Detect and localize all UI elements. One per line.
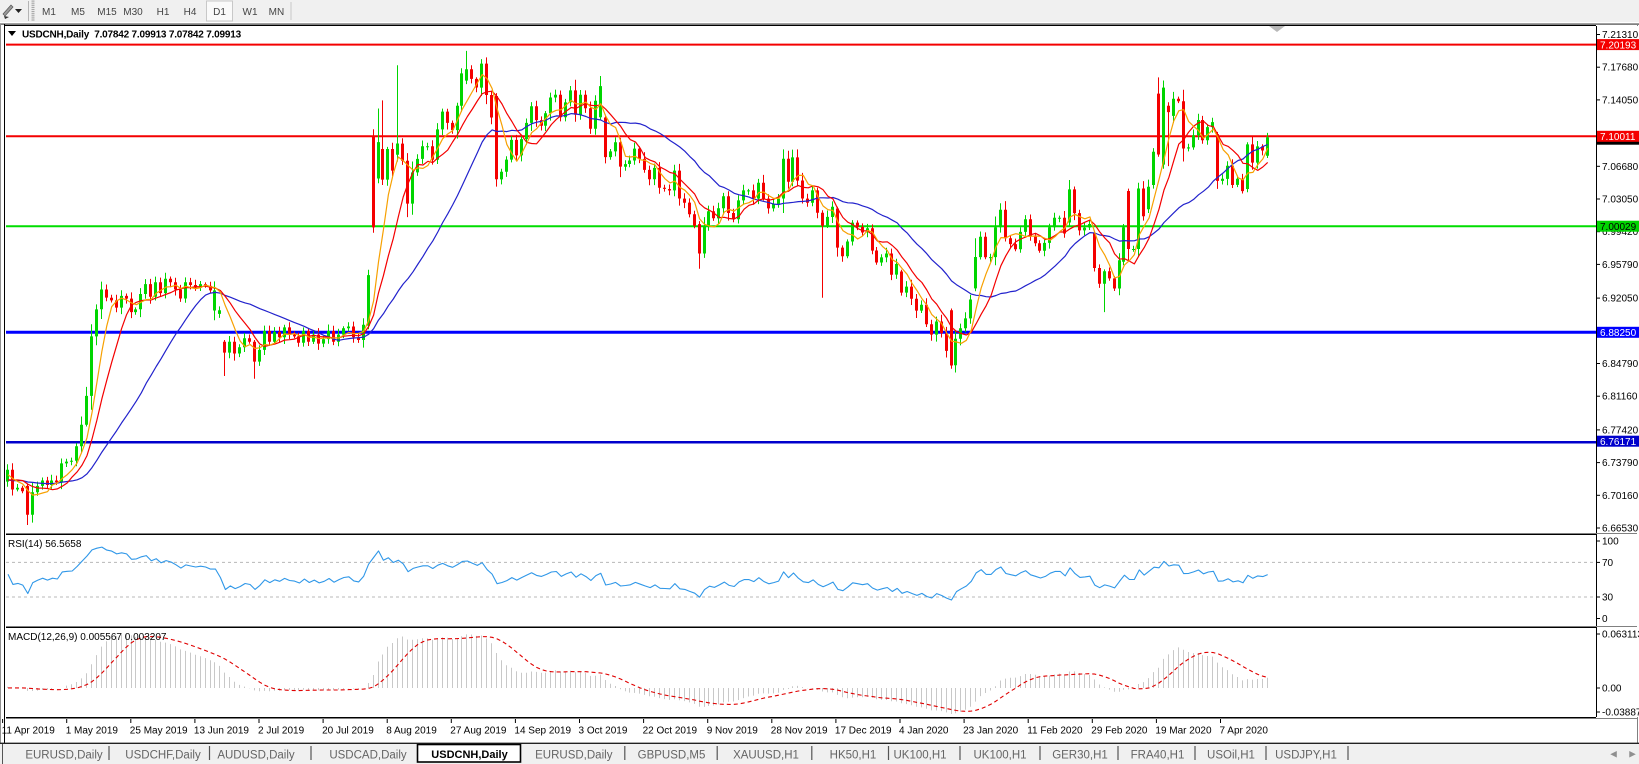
svg-text:13 Jun 2019: 13 Jun 2019	[194, 726, 249, 737]
svg-text:0.063113: 0.063113	[1602, 630, 1639, 641]
svg-text:7 Apr 2020: 7 Apr 2020	[1220, 726, 1269, 737]
svg-text:2 Jul 2019: 2 Jul 2019	[258, 726, 305, 737]
svg-text:7.03050: 7.03050	[1602, 195, 1639, 206]
svg-text:FRA40,H1: FRA40,H1	[1131, 750, 1185, 762]
svg-text:6.81160: 6.81160	[1602, 392, 1638, 403]
svg-text:-0.038872: -0.038872	[1602, 708, 1639, 719]
svg-text:7.20193: 7.20193	[1600, 40, 1637, 51]
svg-text:6.66530: 6.66530	[1602, 524, 1639, 535]
svg-text:4 Jan 2020: 4 Jan 2020	[899, 726, 949, 737]
svg-text:XAUUSD,H1: XAUUSD,H1	[733, 750, 799, 762]
svg-text:6.84790: 6.84790	[1602, 359, 1639, 370]
svg-text:MACD(12,26,9) 0.005567 0.00320: MACD(12,26,9) 0.005567 0.003207	[8, 632, 167, 643]
svg-text:USDCNH,Daily 7.07842 7.09913: USDCNH,Daily 7.07842 7.09913 7.07842 7.0…	[22, 30, 242, 41]
svg-text:GER30,H1: GER30,H1	[1052, 750, 1108, 762]
svg-text:14 Sep 2019: 14 Sep 2019	[514, 726, 571, 737]
svg-text:8 Aug 2019: 8 Aug 2019	[386, 726, 437, 737]
svg-text:19 Mar 2020: 19 Mar 2020	[1155, 726, 1212, 737]
svg-text:7.17680: 7.17680	[1602, 63, 1639, 74]
svg-text:6.76171: 6.76171	[1600, 437, 1637, 448]
svg-text:30: 30	[1602, 592, 1614, 603]
svg-text:UK100,H1: UK100,H1	[893, 750, 946, 762]
svg-text:22 Oct 2019: 22 Oct 2019	[643, 726, 698, 737]
svg-text:6.77420: 6.77420	[1602, 425, 1639, 436]
svg-text:UK100,H1: UK100,H1	[973, 750, 1026, 762]
svg-text:W1: W1	[243, 7, 258, 18]
svg-text:6.70160: 6.70160	[1602, 491, 1639, 502]
svg-text:D1: D1	[213, 7, 226, 18]
svg-text:11 Feb 2020: 11 Feb 2020	[1027, 726, 1083, 737]
svg-text:25 May 2019: 25 May 2019	[130, 726, 188, 737]
svg-text:GBPUSD,M5: GBPUSD,M5	[638, 750, 706, 762]
svg-text:0.00: 0.00	[1602, 684, 1622, 695]
svg-text:M30: M30	[123, 7, 143, 18]
svg-text:6.99420: 6.99420	[1602, 227, 1639, 238]
svg-text:3 Oct 2019: 3 Oct 2019	[579, 726, 628, 737]
svg-text:USDCHF,Daily: USDCHF,Daily	[125, 750, 201, 762]
svg-text:HK50,H1: HK50,H1	[830, 750, 877, 762]
svg-text:M5: M5	[71, 7, 85, 18]
svg-text:1 May 2019: 1 May 2019	[66, 726, 119, 737]
svg-text:70: 70	[1602, 558, 1614, 569]
svg-text:0: 0	[1602, 614, 1608, 625]
svg-text:◀: ◀	[1610, 749, 1617, 759]
svg-text:7.06680: 7.06680	[1602, 162, 1639, 173]
svg-text:7.21310: 7.21310	[1602, 30, 1639, 41]
svg-text:EURUSD,Daily: EURUSD,Daily	[535, 750, 613, 762]
svg-text:MN: MN	[269, 7, 285, 18]
svg-text:H4: H4	[184, 7, 197, 18]
svg-text:7.14050: 7.14050	[1602, 95, 1639, 106]
svg-text:9 Nov 2019: 9 Nov 2019	[707, 726, 759, 737]
svg-text:7.10011: 7.10011	[1600, 132, 1636, 143]
svg-text:6.73790: 6.73790	[1602, 458, 1639, 469]
svg-text:EURUSD,Daily: EURUSD,Daily	[25, 750, 103, 762]
svg-text:23 Jan 2020: 23 Jan 2020	[963, 726, 1018, 737]
svg-text:6.95790: 6.95790	[1602, 260, 1639, 271]
svg-text:27 Aug 2019: 27 Aug 2019	[450, 726, 507, 737]
svg-text:USDJPY,H1: USDJPY,H1	[1275, 750, 1337, 762]
svg-text:100: 100	[1602, 537, 1619, 548]
svg-text:USDCAD,Daily: USDCAD,Daily	[329, 750, 407, 762]
svg-text:▶: ▶	[1629, 749, 1636, 759]
svg-text:USDCNH,Daily: USDCNH,Daily	[431, 749, 508, 761]
svg-text:USOil,H1: USOil,H1	[1207, 750, 1255, 762]
svg-text:6.92050: 6.92050	[1602, 294, 1639, 305]
svg-text:7.00029: 7.00029	[1600, 222, 1637, 233]
svg-text:11 Apr 2019: 11 Apr 2019	[2, 726, 56, 737]
svg-text:AUDUSD,Daily: AUDUSD,Daily	[217, 750, 295, 762]
svg-text:17 Dec 2019: 17 Dec 2019	[835, 726, 892, 737]
svg-text:H1: H1	[157, 7, 170, 18]
svg-text:RSI(14) 56.5658: RSI(14) 56.5658	[8, 539, 82, 550]
svg-text:28 Nov 2019: 28 Nov 2019	[771, 726, 828, 737]
svg-text:20 Jul 2019: 20 Jul 2019	[322, 726, 374, 737]
svg-text:M1: M1	[42, 7, 56, 18]
svg-text:6.88250: 6.88250	[1600, 328, 1637, 339]
svg-text:29 Feb 2020: 29 Feb 2020	[1091, 726, 1148, 737]
svg-text:M15: M15	[97, 7, 117, 18]
